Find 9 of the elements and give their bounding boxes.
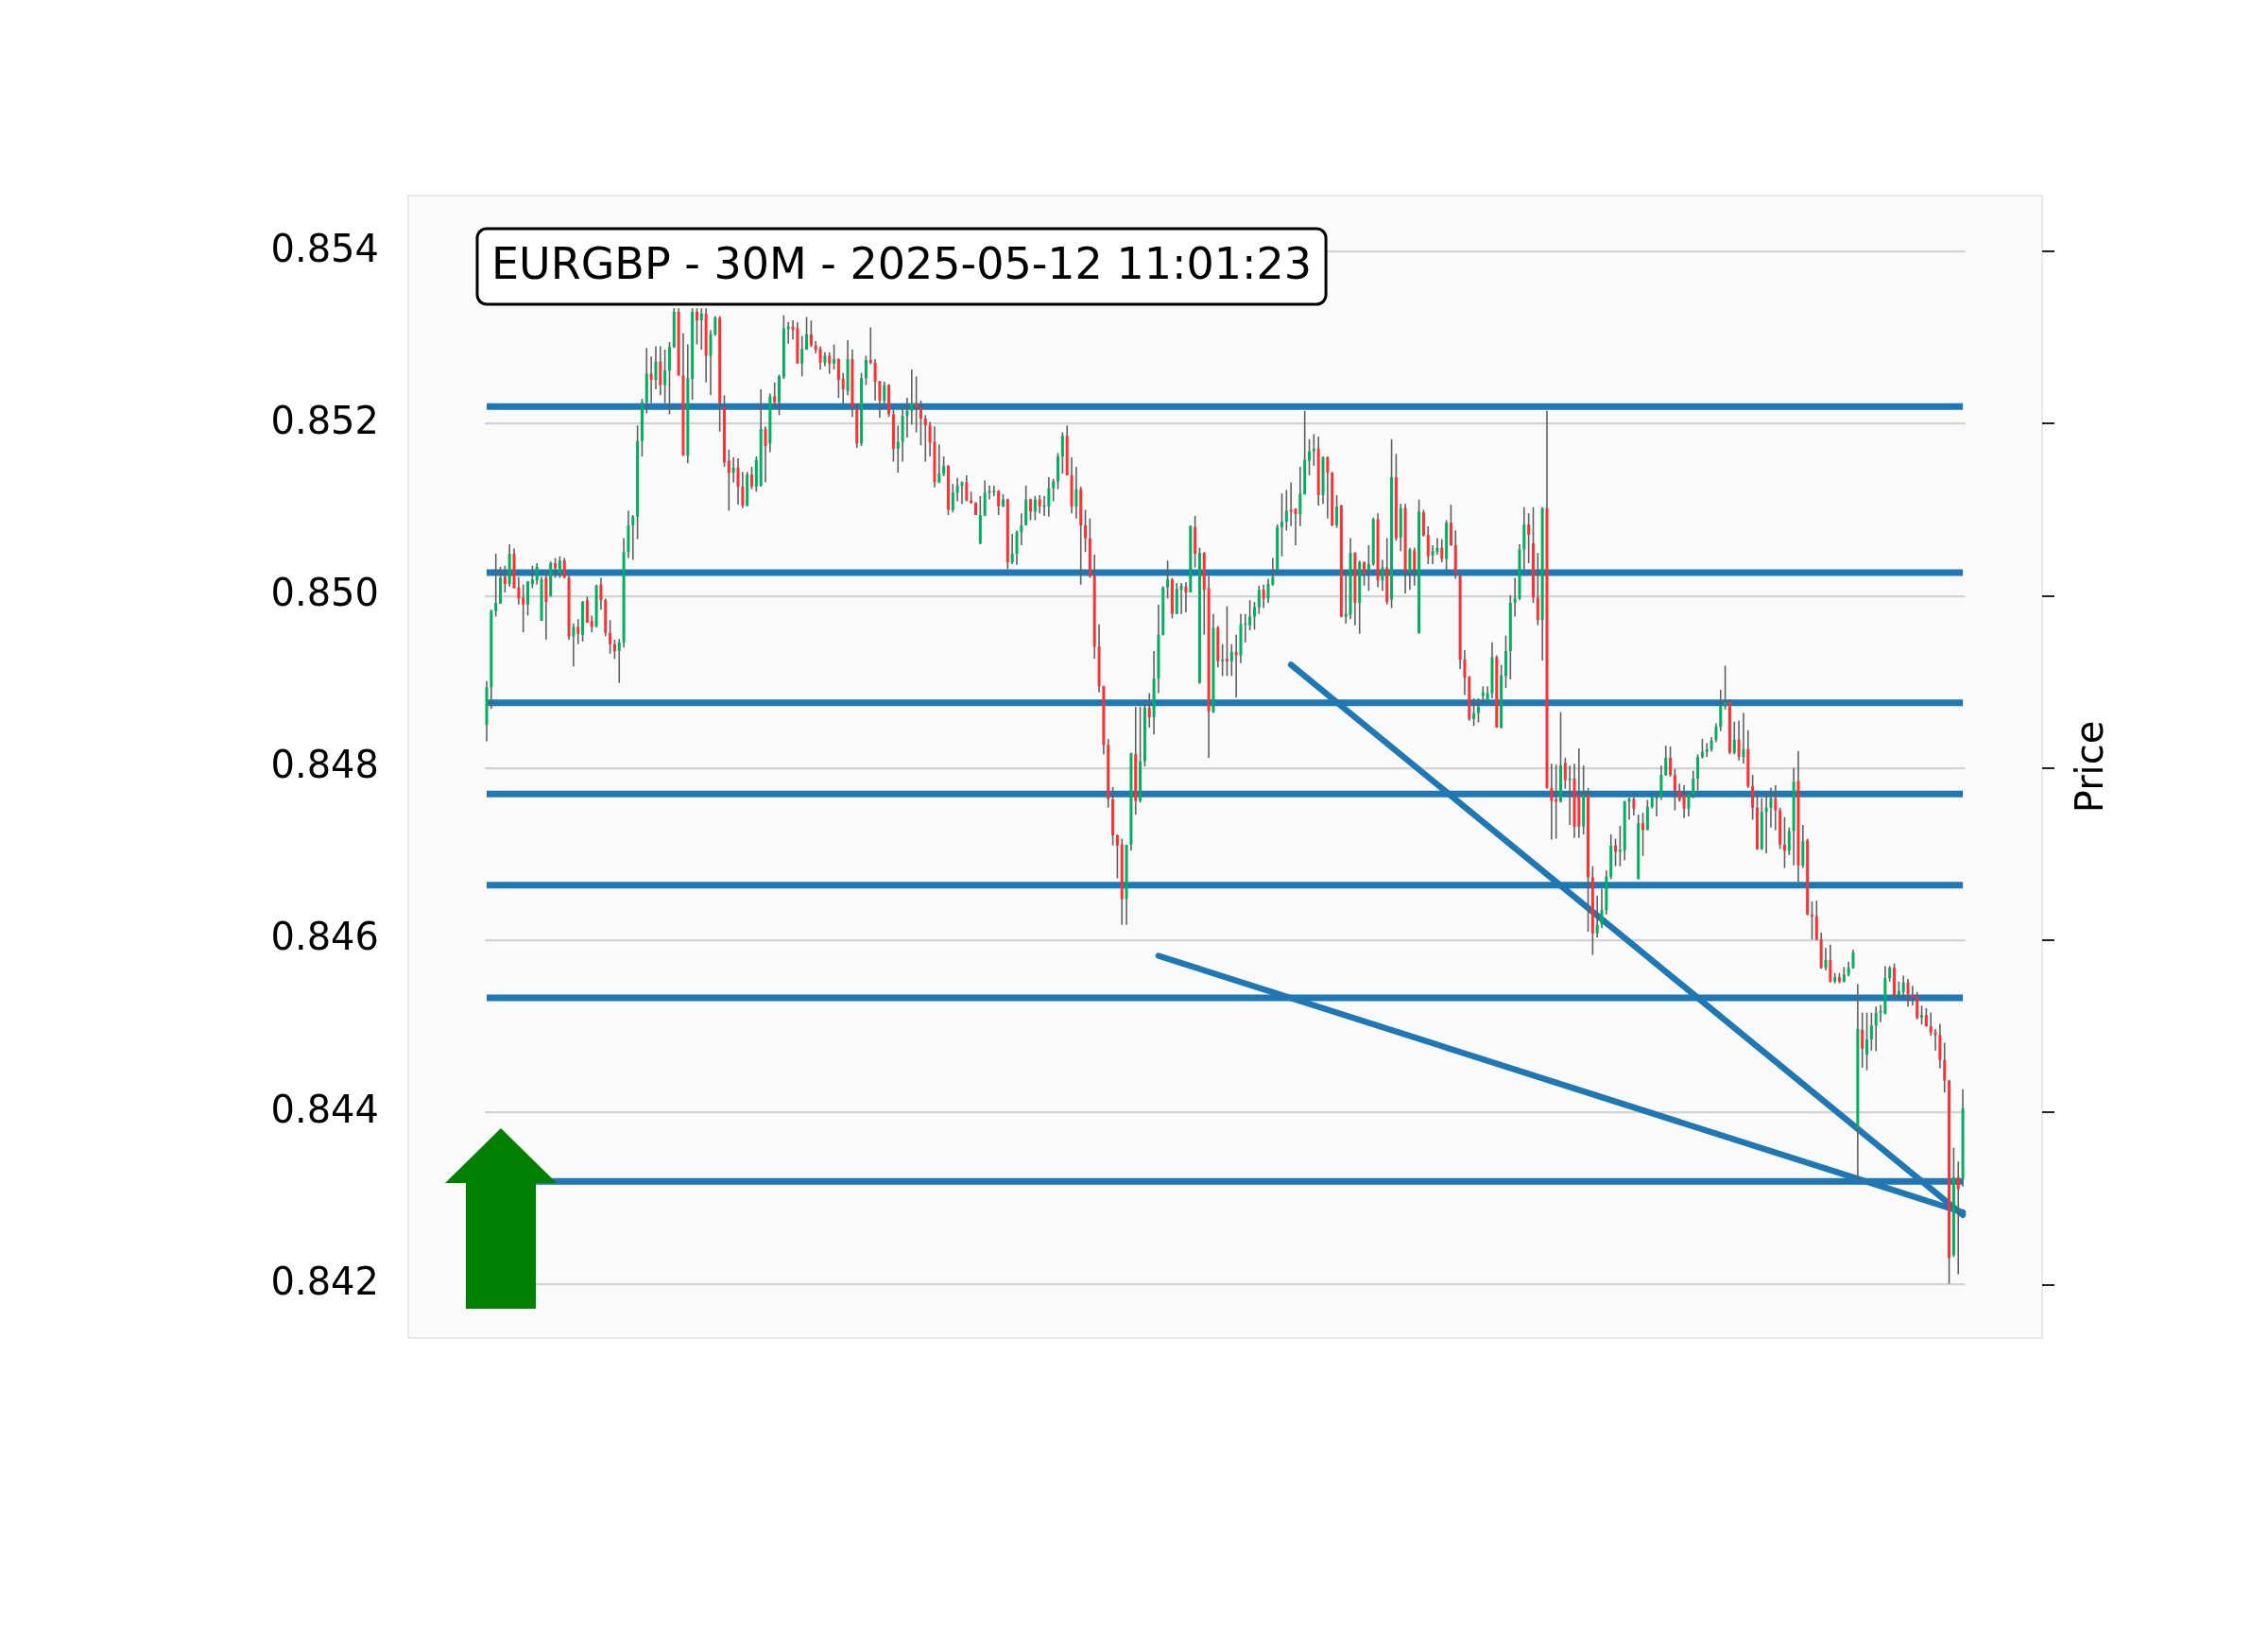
y-axis-title: Price: [2068, 720, 2112, 814]
y-tick-label: 0.846: [270, 915, 379, 959]
y-tick-label: 0.852: [270, 398, 379, 442]
text: EURGBP - 30M - 2025-05-12 11:01:23: [491, 237, 1313, 289]
y-tick-label: 0.850: [270, 571, 379, 615]
y-tick-label: 0.854: [270, 226, 379, 270]
y-tick-label: 0.842: [270, 1259, 379, 1303]
y-tick-label: 0.844: [270, 1087, 379, 1131]
y-tick-label: 0.848: [270, 743, 379, 787]
